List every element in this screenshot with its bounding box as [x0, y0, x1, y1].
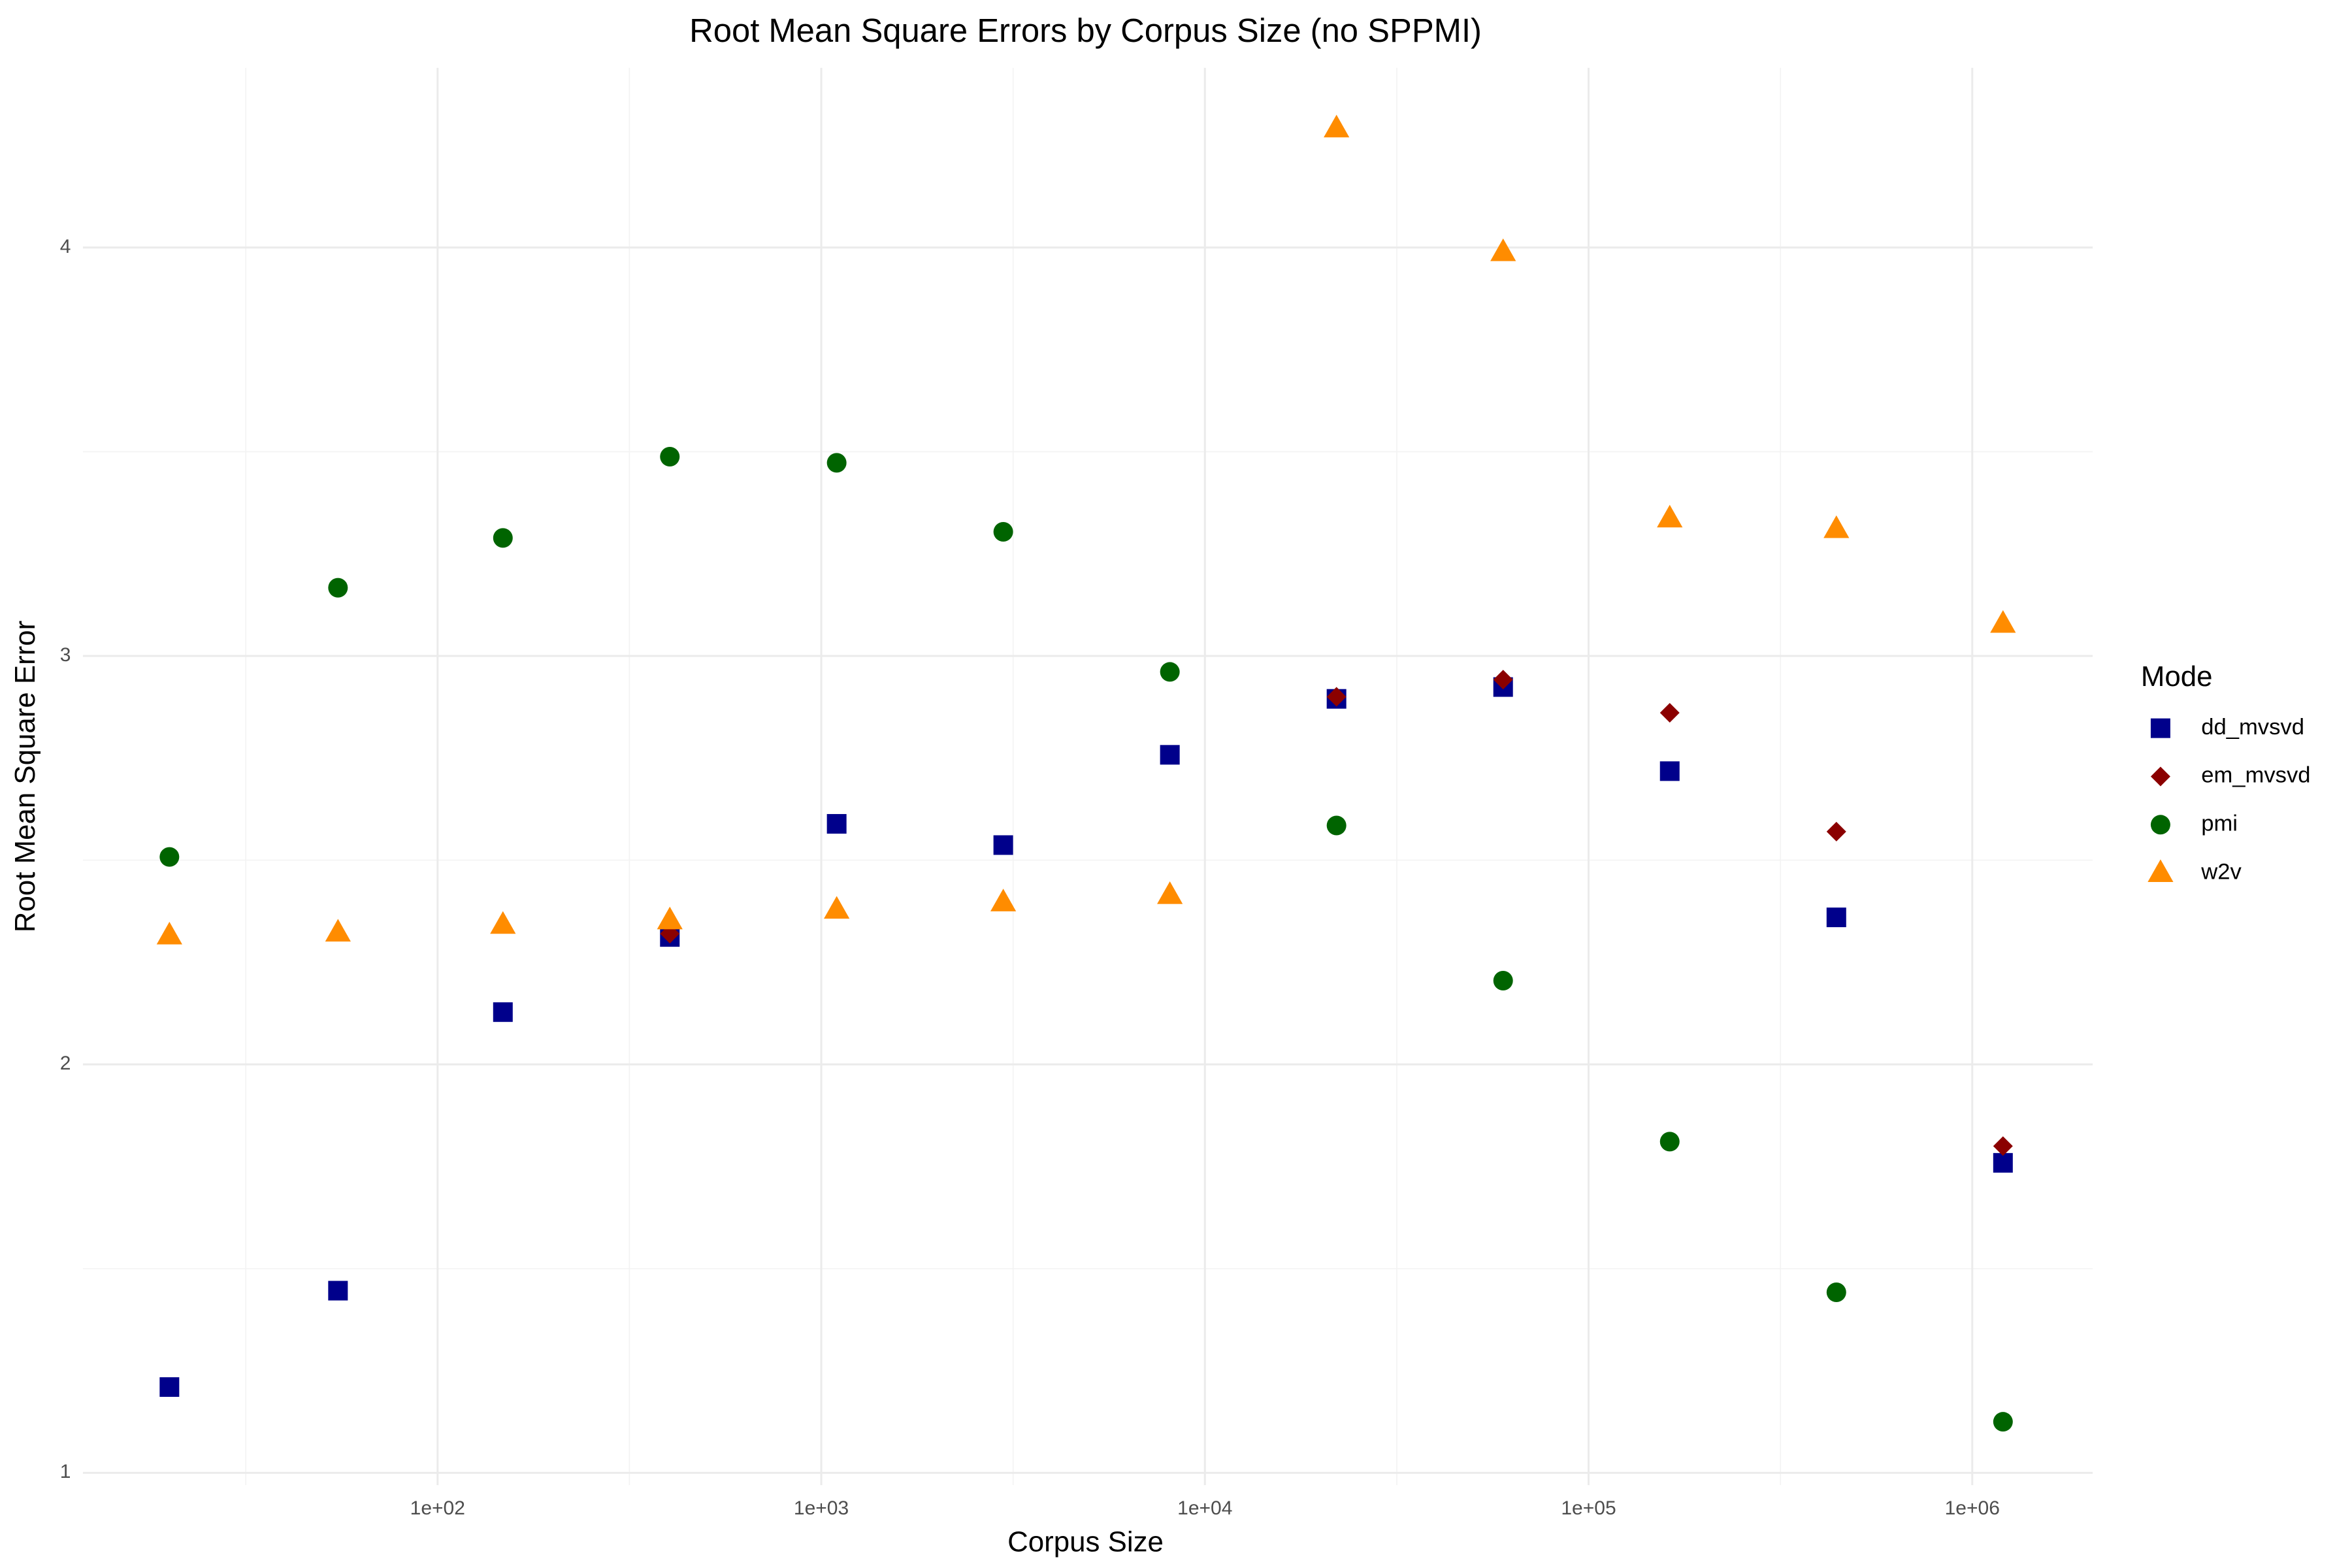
point [1826, 821, 1846, 841]
x-axis-label: Corpus Size [1007, 1526, 1164, 1558]
series-3 [156, 114, 2016, 945]
y-axis-label: Root Mean Square Error [9, 621, 41, 932]
point [1493, 670, 1513, 690]
point [990, 889, 1017, 911]
point [159, 847, 180, 867]
point [1659, 761, 1680, 781]
point [1993, 1136, 2013, 1156]
point [1659, 702, 1680, 723]
point [490, 911, 516, 934]
legend-marker [2150, 766, 2170, 787]
point [1160, 662, 1180, 682]
point [1826, 907, 1846, 928]
legend-marker [2148, 859, 2174, 882]
x-tick-label: 1e+03 [794, 1497, 849, 1519]
point [1826, 1282, 1846, 1303]
point [493, 528, 513, 548]
point [1324, 114, 1350, 138]
legend-title: Mode [2141, 661, 2213, 693]
legend-label: em_mvsvd [2201, 763, 2310, 788]
legend-label: pmi [2201, 811, 2238, 836]
point [493, 1002, 513, 1022]
point [328, 578, 348, 598]
point [1993, 1412, 2013, 1432]
x-tick-label: 1e+06 [1945, 1497, 2000, 1519]
point [1823, 515, 1850, 538]
point [1990, 610, 2016, 633]
point [1993, 1152, 2013, 1173]
y-tick-label: 2 [60, 1053, 71, 1074]
point [1160, 745, 1180, 765]
point [660, 446, 680, 466]
legend-label: w2v [2200, 859, 2242, 884]
x-tick-label: 1e+04 [1177, 1497, 1232, 1519]
point [1157, 881, 1183, 904]
x-tick-label: 1e+05 [1561, 1497, 1616, 1519]
point [1326, 687, 1347, 707]
x-tick-label: 1e+02 [410, 1497, 465, 1519]
point [1490, 238, 1516, 261]
point [1657, 504, 1683, 528]
y-tick-label: 1 [60, 1461, 71, 1482]
point [156, 921, 182, 945]
y-tick-label: 3 [60, 644, 71, 666]
series-2 [159, 446, 2013, 1432]
legend-marker [2150, 718, 2170, 738]
point [1326, 815, 1347, 836]
point [1659, 1132, 1680, 1152]
point [826, 813, 847, 834]
point [1493, 971, 1513, 991]
legend-marker [2150, 815, 2170, 835]
point [328, 1281, 348, 1301]
series-1 [660, 670, 2013, 1156]
point [657, 906, 683, 930]
point [826, 453, 847, 473]
series-0 [159, 677, 2013, 1397]
legend-label: dd_mvsvd [2201, 715, 2304, 740]
point [993, 522, 1013, 542]
chart-title: Root Mean Square Errors by Corpus Size (… [689, 12, 1482, 49]
point [159, 1377, 180, 1397]
y-tick-label: 4 [60, 236, 71, 257]
point [993, 835, 1013, 855]
point [824, 896, 850, 919]
grid [82, 67, 2093, 1486]
point [325, 919, 351, 942]
